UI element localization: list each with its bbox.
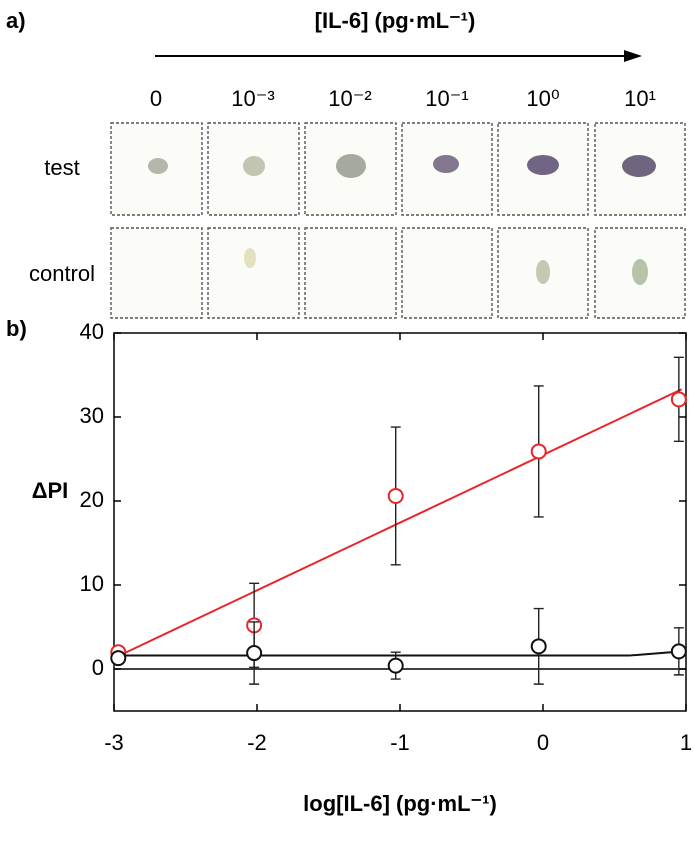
spot <box>336 154 366 178</box>
point <box>387 487 404 504</box>
point <box>110 650 127 667</box>
point <box>530 443 547 460</box>
x-tick-label: 1 <box>680 730 692 755</box>
panel-label: b) <box>6 316 27 341</box>
y-tick-label: 0 <box>92 655 104 680</box>
x-tick-label: -1 <box>390 730 410 755</box>
y-tick-label: 20 <box>80 487 104 512</box>
spot <box>244 248 256 268</box>
image-frame <box>401 227 493 319</box>
column-label: 0 <box>150 86 162 111</box>
column-label: 10⁰ <box>526 86 559 111</box>
y-axis-label: ΔPI <box>32 478 69 503</box>
x-tick-label: -2 <box>247 730 267 755</box>
arrowhead <box>624 50 642 62</box>
point <box>530 638 547 655</box>
fit-line <box>113 388 683 659</box>
column-label: 10⁻² <box>328 86 371 111</box>
fit-line <box>114 650 682 657</box>
x-tick-label: -3 <box>104 730 124 755</box>
image-frame <box>304 122 397 216</box>
image-frame <box>304 227 397 319</box>
column-label: 10¹ <box>624 86 656 111</box>
x-axis-label: log[IL-6] (pg·mL⁻¹) <box>303 791 497 816</box>
column-label: 10⁻¹ <box>425 86 468 111</box>
row-label: control <box>29 261 95 286</box>
point <box>387 657 404 674</box>
spot <box>243 156 265 176</box>
image-frame <box>110 227 203 319</box>
x-tick-label: 0 <box>537 730 549 755</box>
spot <box>622 155 656 177</box>
point <box>670 643 687 660</box>
point <box>670 391 687 408</box>
spot <box>632 259 648 285</box>
y-tick-label: 40 <box>80 319 104 344</box>
image-frame <box>594 227 686 319</box>
spot <box>536 260 550 284</box>
column-label: 10⁻³ <box>231 86 274 111</box>
spot <box>433 155 459 173</box>
panel-label: a) <box>6 8 26 33</box>
image-frame <box>207 227 300 319</box>
image-grid <box>110 122 686 319</box>
point <box>246 645 263 662</box>
y-tick-label: 10 <box>80 571 104 596</box>
y-tick-label: 30 <box>80 403 104 428</box>
spot <box>148 158 168 174</box>
panel-title: [IL-6] (pg·mL⁻¹) <box>315 8 476 33</box>
spot <box>527 155 559 175</box>
row-label: test <box>44 155 79 180</box>
